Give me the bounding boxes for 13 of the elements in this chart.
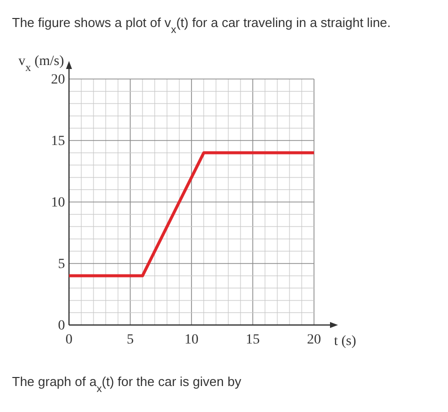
x-tick-label: 10 — [184, 332, 198, 348]
y-tick-label: 15 — [51, 134, 65, 149]
chart-title: The figure shows a plot of v$_{x}$(t) for a car traveling in a straight line. — [12, 15, 391, 36]
text: The graph of a$_{x}$(t) for the car is given by — [12, 374, 242, 394]
y-tick-label: 10 — [51, 195, 65, 210]
x-tick-label: 5 — [126, 332, 134, 348]
y-tick-label: 20 — [51, 72, 65, 88]
x-tick-label: 20 — [307, 332, 321, 348]
y-tick-label: 5 — [58, 256, 65, 272]
y-axis-title: v$_{x}$ (m/s) — [18, 54, 64, 74]
y-tick-label: 0 — [58, 318, 65, 334]
x-axis-title: t (s) — [334, 334, 356, 349]
x-tick-label: 15 — [246, 332, 260, 348]
